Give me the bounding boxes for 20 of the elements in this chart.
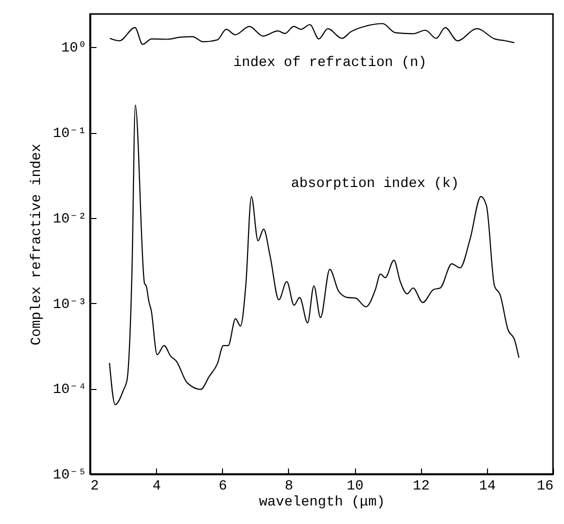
y-tick-label: 10⁻³ xyxy=(52,296,86,313)
line-series xyxy=(109,23,515,45)
x-tick-label: 14 xyxy=(478,478,496,494)
y-tick-label: 10⁰ xyxy=(61,40,86,57)
x-axis-title: wavelength (μm) xyxy=(258,494,386,510)
x-tick-label: 6 xyxy=(218,478,227,494)
y-tick-label: 10⁻¹ xyxy=(52,126,86,142)
series-label: absorption index (k) xyxy=(290,176,460,192)
y-axis-title: Complex refractive index xyxy=(28,144,45,346)
x-tick-label: 10 xyxy=(346,478,364,494)
x-tick-label: 12 xyxy=(412,478,430,494)
y-tick-label: 10⁻⁵ xyxy=(52,468,86,484)
y-tick-label: 10⁻² xyxy=(52,211,86,228)
x-tick-label: 2 xyxy=(90,478,99,494)
y-tick-label: 10⁻⁴ xyxy=(52,382,86,398)
line-series xyxy=(108,104,520,406)
series-label: index of refraction (n) xyxy=(233,55,427,71)
x-tick-label: 4 xyxy=(152,478,161,494)
x-tick-label: 16 xyxy=(536,478,554,494)
x-tick-label: 8 xyxy=(284,478,294,494)
